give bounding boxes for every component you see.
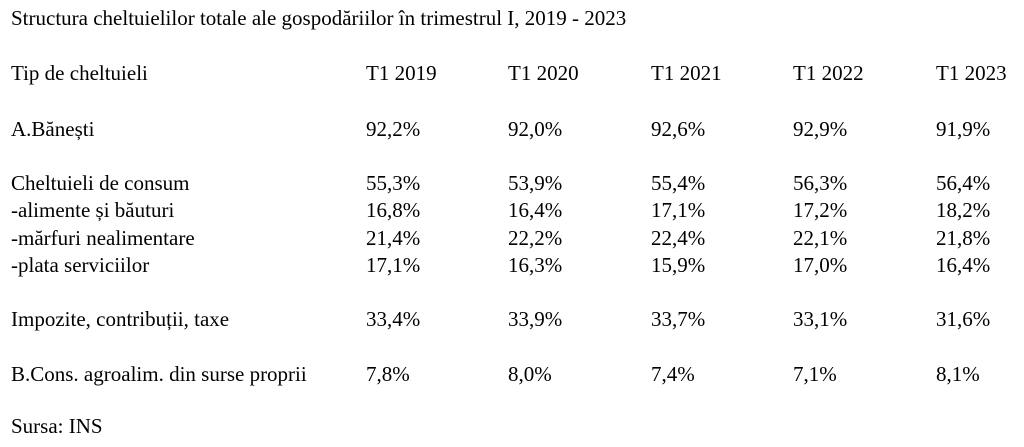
table-cell: 7,4% — [651, 362, 695, 386]
table-cell: 17,1% — [366, 253, 421, 277]
table-cell: 15,9% — [651, 253, 706, 277]
row-label: Cheltuieli de consum — [11, 171, 190, 195]
table-cell: 18,2% — [936, 198, 991, 222]
table-cell: 8,1% — [936, 362, 980, 386]
row-label: A.Bănești — [11, 117, 95, 141]
row-label: -alimente și băuturi — [11, 198, 175, 222]
table-cell: 55,4% — [651, 171, 706, 195]
row-label: Impozite, contribuții, taxe — [11, 307, 230, 331]
table-cell: 22,4% — [651, 226, 706, 250]
column-header-period: T1 2020 — [508, 61, 579, 85]
table-cell: 17,2% — [793, 198, 848, 222]
table-cell: 21,4% — [366, 226, 421, 250]
column-header-type: Tip de cheltuieli — [11, 61, 148, 85]
table-cell: 92,6% — [651, 117, 706, 141]
table-cell: 22,2% — [508, 226, 563, 250]
table-cell: 17,0% — [793, 253, 848, 277]
table-cell: 92,9% — [793, 117, 848, 141]
table-cell: 33,4% — [366, 307, 421, 331]
table-cell: 33,7% — [651, 307, 706, 331]
table-cell: 33,9% — [508, 307, 563, 331]
table-cell: 31,6% — [936, 307, 991, 331]
table-cell: 16,4% — [508, 198, 563, 222]
table-cell: 17,1% — [651, 198, 706, 222]
table-cell: 53,9% — [508, 171, 563, 195]
table-cell: 55,3% — [366, 171, 421, 195]
column-header-period: T1 2022 — [793, 61, 864, 85]
table-cell: 21,8% — [936, 226, 991, 250]
column-header-period: T1 2021 — [651, 61, 722, 85]
source-note: Sursa: INS — [11, 414, 103, 438]
table-cell: 56,4% — [936, 171, 991, 195]
table-cell: 7,8% — [366, 362, 410, 386]
row-label: B.Cons. agroalim. din surse proprii — [11, 362, 307, 386]
table-cell: 8,0% — [508, 362, 552, 386]
table-cell: 92,2% — [366, 117, 421, 141]
table-cell: 92,0% — [508, 117, 563, 141]
row-label: -mărfuri nealimentare — [11, 226, 195, 250]
table-cell: 16,4% — [936, 253, 991, 277]
table-cell: 22,1% — [793, 226, 848, 250]
column-header-period: T1 2023 — [936, 61, 1007, 85]
table-title: Structura cheltuielilor totale ale gospo… — [11, 6, 627, 30]
column-header-period: T1 2019 — [366, 61, 437, 85]
table-cell: 7,1% — [793, 362, 837, 386]
table-cell: 16,8% — [366, 198, 421, 222]
table-cell: 16,3% — [508, 253, 563, 277]
row-label: -plata serviciilor — [11, 253, 150, 277]
table-cell: 33,1% — [793, 307, 848, 331]
table-cell: 56,3% — [793, 171, 848, 195]
table-cell: 91,9% — [936, 117, 991, 141]
